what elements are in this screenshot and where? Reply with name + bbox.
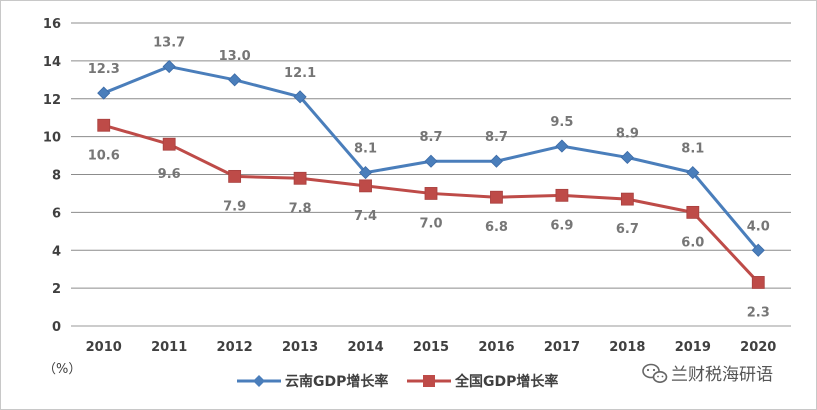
y-axis-unit-label: （%） [43,362,81,377]
y-tick-label: 8 [52,169,61,184]
data-point-marker [424,154,438,168]
data-label: 7.0 [419,216,442,231]
watermark-text: 兰财税海研语 [671,365,773,385]
data-point-marker [162,137,176,151]
y-axis-tick-labels: 0 2 4 6 8 10 12 14 16 [43,17,61,335]
y-tick-label: 6 [52,206,61,221]
x-tick-label: 2015 [413,340,449,355]
data-point-marker [620,192,634,206]
data-point-marker [358,166,373,180]
data-label: 6.9 [550,218,573,233]
data-point-marker [97,118,111,132]
data-point-marker [293,90,307,104]
data-point-marker [751,276,765,289]
y-tick-label: 12 [43,93,61,108]
data-label: 7.4 [354,209,377,224]
x-tick-label: 2010 [86,340,122,355]
data-label: 4.0 [747,219,770,234]
data-point-marker [555,139,569,153]
data-label: 12.3 [88,62,120,77]
y-tick-label: 16 [43,17,61,32]
data-point-marker [620,150,634,165]
x-tick-label: 2017 [544,340,580,355]
x-axis-tick-labels: 2010 2011 2012 2013 2014 2015 2016 2017 2018 2019… [86,340,777,355]
data-label: 2.3 [747,305,770,320]
x-tick-label: 2011 [151,340,187,355]
x-tick-label: 2018 [609,340,645,355]
data-point-marker [293,171,307,185]
x-tick-label: 2020 [740,340,776,355]
data-label: 8.7 [485,130,508,145]
data-label: 10.6 [88,148,120,163]
data-labels: 12.3 13.7 13.0 12.1 8.1 8.7 8.7 9.5 8.9 8.1 4.0 10.… [88,36,770,321]
data-label: 6.7 [616,222,639,237]
data-point-marker [686,166,700,180]
data-label: 8.1 [681,142,704,157]
data-point-marker [555,188,569,202]
x-tick-label: 2013 [282,340,318,355]
x-tick-label: 2019 [675,340,711,355]
data-label: 13.7 [153,36,185,51]
y-tick-label: 14 [43,55,61,70]
y-tick-label: 2 [52,282,61,297]
x-tick-label: 2016 [478,340,514,355]
data-point-marker [228,169,242,183]
data-label: 6.8 [485,220,508,235]
legend: 云南GDP增长率 全国GDP增长率 [237,373,558,390]
data-label: 7.8 [289,201,312,216]
gridlines [71,22,791,327]
series-lines [97,59,765,289]
data-label: 12.1 [284,66,316,81]
y-tick-label: 10 [43,131,61,146]
series-line [103,123,760,284]
legend-marker [253,375,265,387]
watermark: 兰财税海研语 [642,363,773,385]
data-point-marker [359,179,372,193]
y-tick-label: 4 [52,244,61,259]
data-label: 9.5 [550,115,573,130]
data-label: 6.0 [681,235,704,250]
data-point-marker [228,73,242,87]
data-label: 8.9 [616,126,639,141]
data-label: 13.0 [219,49,251,64]
data-label: 9.6 [158,167,181,182]
legend-label: 云南GDP增长率 [285,373,388,390]
x-tick-label: 2012 [217,340,253,355]
data-point-marker [686,205,700,219]
legend-label: 全国GDP增长率 [454,373,558,390]
data-point-marker [489,154,504,168]
data-point-marker [751,243,765,257]
data-point-marker [424,187,438,200]
wechat-icon [642,363,668,383]
data-point-marker [490,190,503,204]
data-label: 8.1 [354,142,377,157]
legend-marker [423,375,435,387]
data-label: 7.9 [223,199,246,214]
y-tick-label: 0 [52,320,61,335]
data-point-marker [97,86,111,100]
x-tick-label: 2014 [347,340,383,355]
data-label: 8.7 [419,130,442,145]
data-point-marker [162,59,176,74]
